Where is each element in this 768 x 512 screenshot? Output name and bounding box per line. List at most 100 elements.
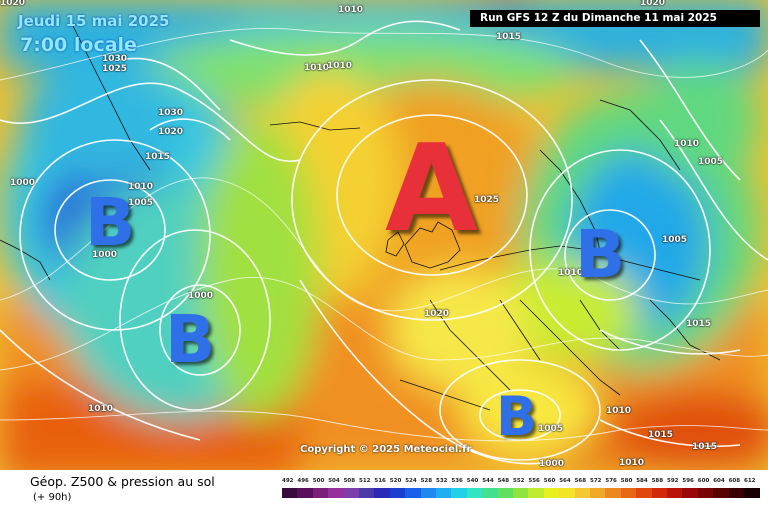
isobar-label: 1015 [145, 152, 171, 162]
scale-value: 572 [590, 478, 602, 484]
isobar-label: 1020 [640, 0, 666, 8]
scale-value: 580 [620, 478, 633, 484]
isobar-label: 1010 [558, 268, 584, 278]
scale-swatch [605, 488, 622, 498]
scale-value: 604 [713, 478, 725, 484]
scale-swatch [482, 488, 499, 498]
isobar-label: 1025 [474, 195, 500, 205]
scale-swatch [513, 488, 529, 498]
isobar-label: 1020 [424, 309, 450, 319]
isobar-label: 1000 [10, 178, 36, 188]
scale-swatch [682, 488, 699, 498]
isobar-label: 1015 [648, 430, 674, 440]
low-pressure-center: B [496, 385, 538, 448]
scale-value: 568 [574, 478, 587, 484]
scale-swatch [282, 488, 298, 498]
scale-value: 496 [297, 478, 309, 484]
scale-value: 556 [528, 478, 540, 484]
isobar-label: 1015 [692, 442, 718, 452]
isobar-label: 1010 [619, 458, 645, 468]
isobar-label: 1005 [698, 157, 724, 167]
scale-swatch [436, 488, 452, 498]
scale-swatch [559, 488, 576, 498]
scale-swatch [343, 488, 360, 498]
scale-value: 492 [282, 478, 294, 484]
isobar-label: 1015 [686, 319, 712, 329]
scale-swatch [574, 488, 591, 498]
scale-swatch [405, 488, 422, 498]
isobar-label: 1000 [188, 291, 214, 301]
low-pressure-center: B [165, 301, 216, 378]
isobar-label: 1005 [662, 235, 688, 245]
forecast-hour: (+ 90h) [33, 492, 72, 503]
scale-value: 512 [359, 478, 371, 484]
scale-value: 520 [389, 478, 402, 484]
scale-swatch [590, 488, 606, 498]
isobar-label: 1000 [539, 459, 565, 469]
weather-map: Jeudi 15 mai 2025 7:00 locale Run GFS 12… [0, 0, 768, 470]
scale-swatch [697, 488, 714, 498]
scale-swatch [636, 488, 653, 498]
high-pressure-center: A [385, 120, 478, 259]
scale-swatch [620, 488, 637, 498]
scale-value: 508 [343, 478, 356, 484]
scale-value: 500 [312, 478, 325, 484]
scale-value: 548 [497, 478, 510, 484]
scale-value: 516 [374, 478, 386, 484]
isobar-label: 1010 [606, 406, 632, 416]
legend-title: Géop. Z500 & pression au sol [30, 474, 215, 489]
scale-swatch [667, 488, 683, 498]
isobar-label: 1010 [338, 5, 364, 15]
scale-swatch [713, 488, 730, 498]
scale-value: 564 [559, 478, 571, 484]
isobar-label: 1010 [327, 61, 353, 71]
scale-value: 584 [636, 478, 648, 484]
scale-value: 588 [651, 478, 664, 484]
isobar-label: 1010 [88, 404, 114, 414]
run-info: Run GFS 12 Z du Dimanche 11 mai 2025 [470, 10, 760, 27]
scale-swatch [744, 488, 760, 498]
scale-value: 596 [682, 478, 694, 484]
scale-value: 504 [328, 478, 340, 484]
isobar-label: 1015 [496, 32, 522, 42]
scale-swatch [528, 488, 545, 498]
copyright-notice: Copyright © 2025 Meteociel.fr [300, 444, 472, 455]
scale-swatch [374, 488, 391, 498]
low-pressure-center: B [85, 184, 136, 261]
isobar-label: 1010 [304, 63, 330, 73]
scale-value: 560 [543, 478, 556, 484]
scale-value: 592 [667, 478, 679, 484]
isobar-label: 1020 [158, 127, 184, 137]
scale-swatch [420, 488, 437, 498]
scale-swatch [297, 488, 314, 498]
scale-swatch [728, 488, 745, 498]
geopotential-field [0, 0, 768, 470]
scale-value: 552 [513, 478, 525, 484]
valid-date: Jeudi 15 mai 2025 [18, 12, 170, 30]
isobar-label: 1010 [674, 139, 700, 149]
scale-swatch [328, 488, 345, 498]
scale-value: 600 [697, 478, 710, 484]
isobar-label: 1010 [128, 182, 154, 192]
scale-swatch [312, 488, 329, 498]
scale-swatch [359, 488, 375, 498]
scale-value: 540 [466, 478, 479, 484]
scale-value: 612 [744, 478, 756, 484]
scale-value: 608 [728, 478, 741, 484]
scale-value: 524 [405, 478, 417, 484]
scale-swatch [466, 488, 483, 498]
scale-swatch [543, 488, 560, 498]
isobar-label: 1020 [0, 0, 26, 8]
isobar-label: 1025 [102, 64, 128, 74]
scale-swatch [497, 488, 514, 498]
valid-time: 7:00 locale [20, 34, 137, 56]
color-scale: 492 496 500 504 508 512 516 520 524 528 532 536 540 5… [282, 478, 762, 506]
scale-value: 576 [605, 478, 617, 484]
low-pressure-center: B [575, 216, 626, 293]
isobar-label: 1030 [102, 54, 128, 64]
scale-value: 532 [436, 478, 448, 484]
isobar-label: 1000 [92, 250, 118, 260]
scale-swatch [389, 488, 406, 498]
scale-value: 536 [451, 478, 463, 484]
scale-swatch [651, 488, 668, 498]
